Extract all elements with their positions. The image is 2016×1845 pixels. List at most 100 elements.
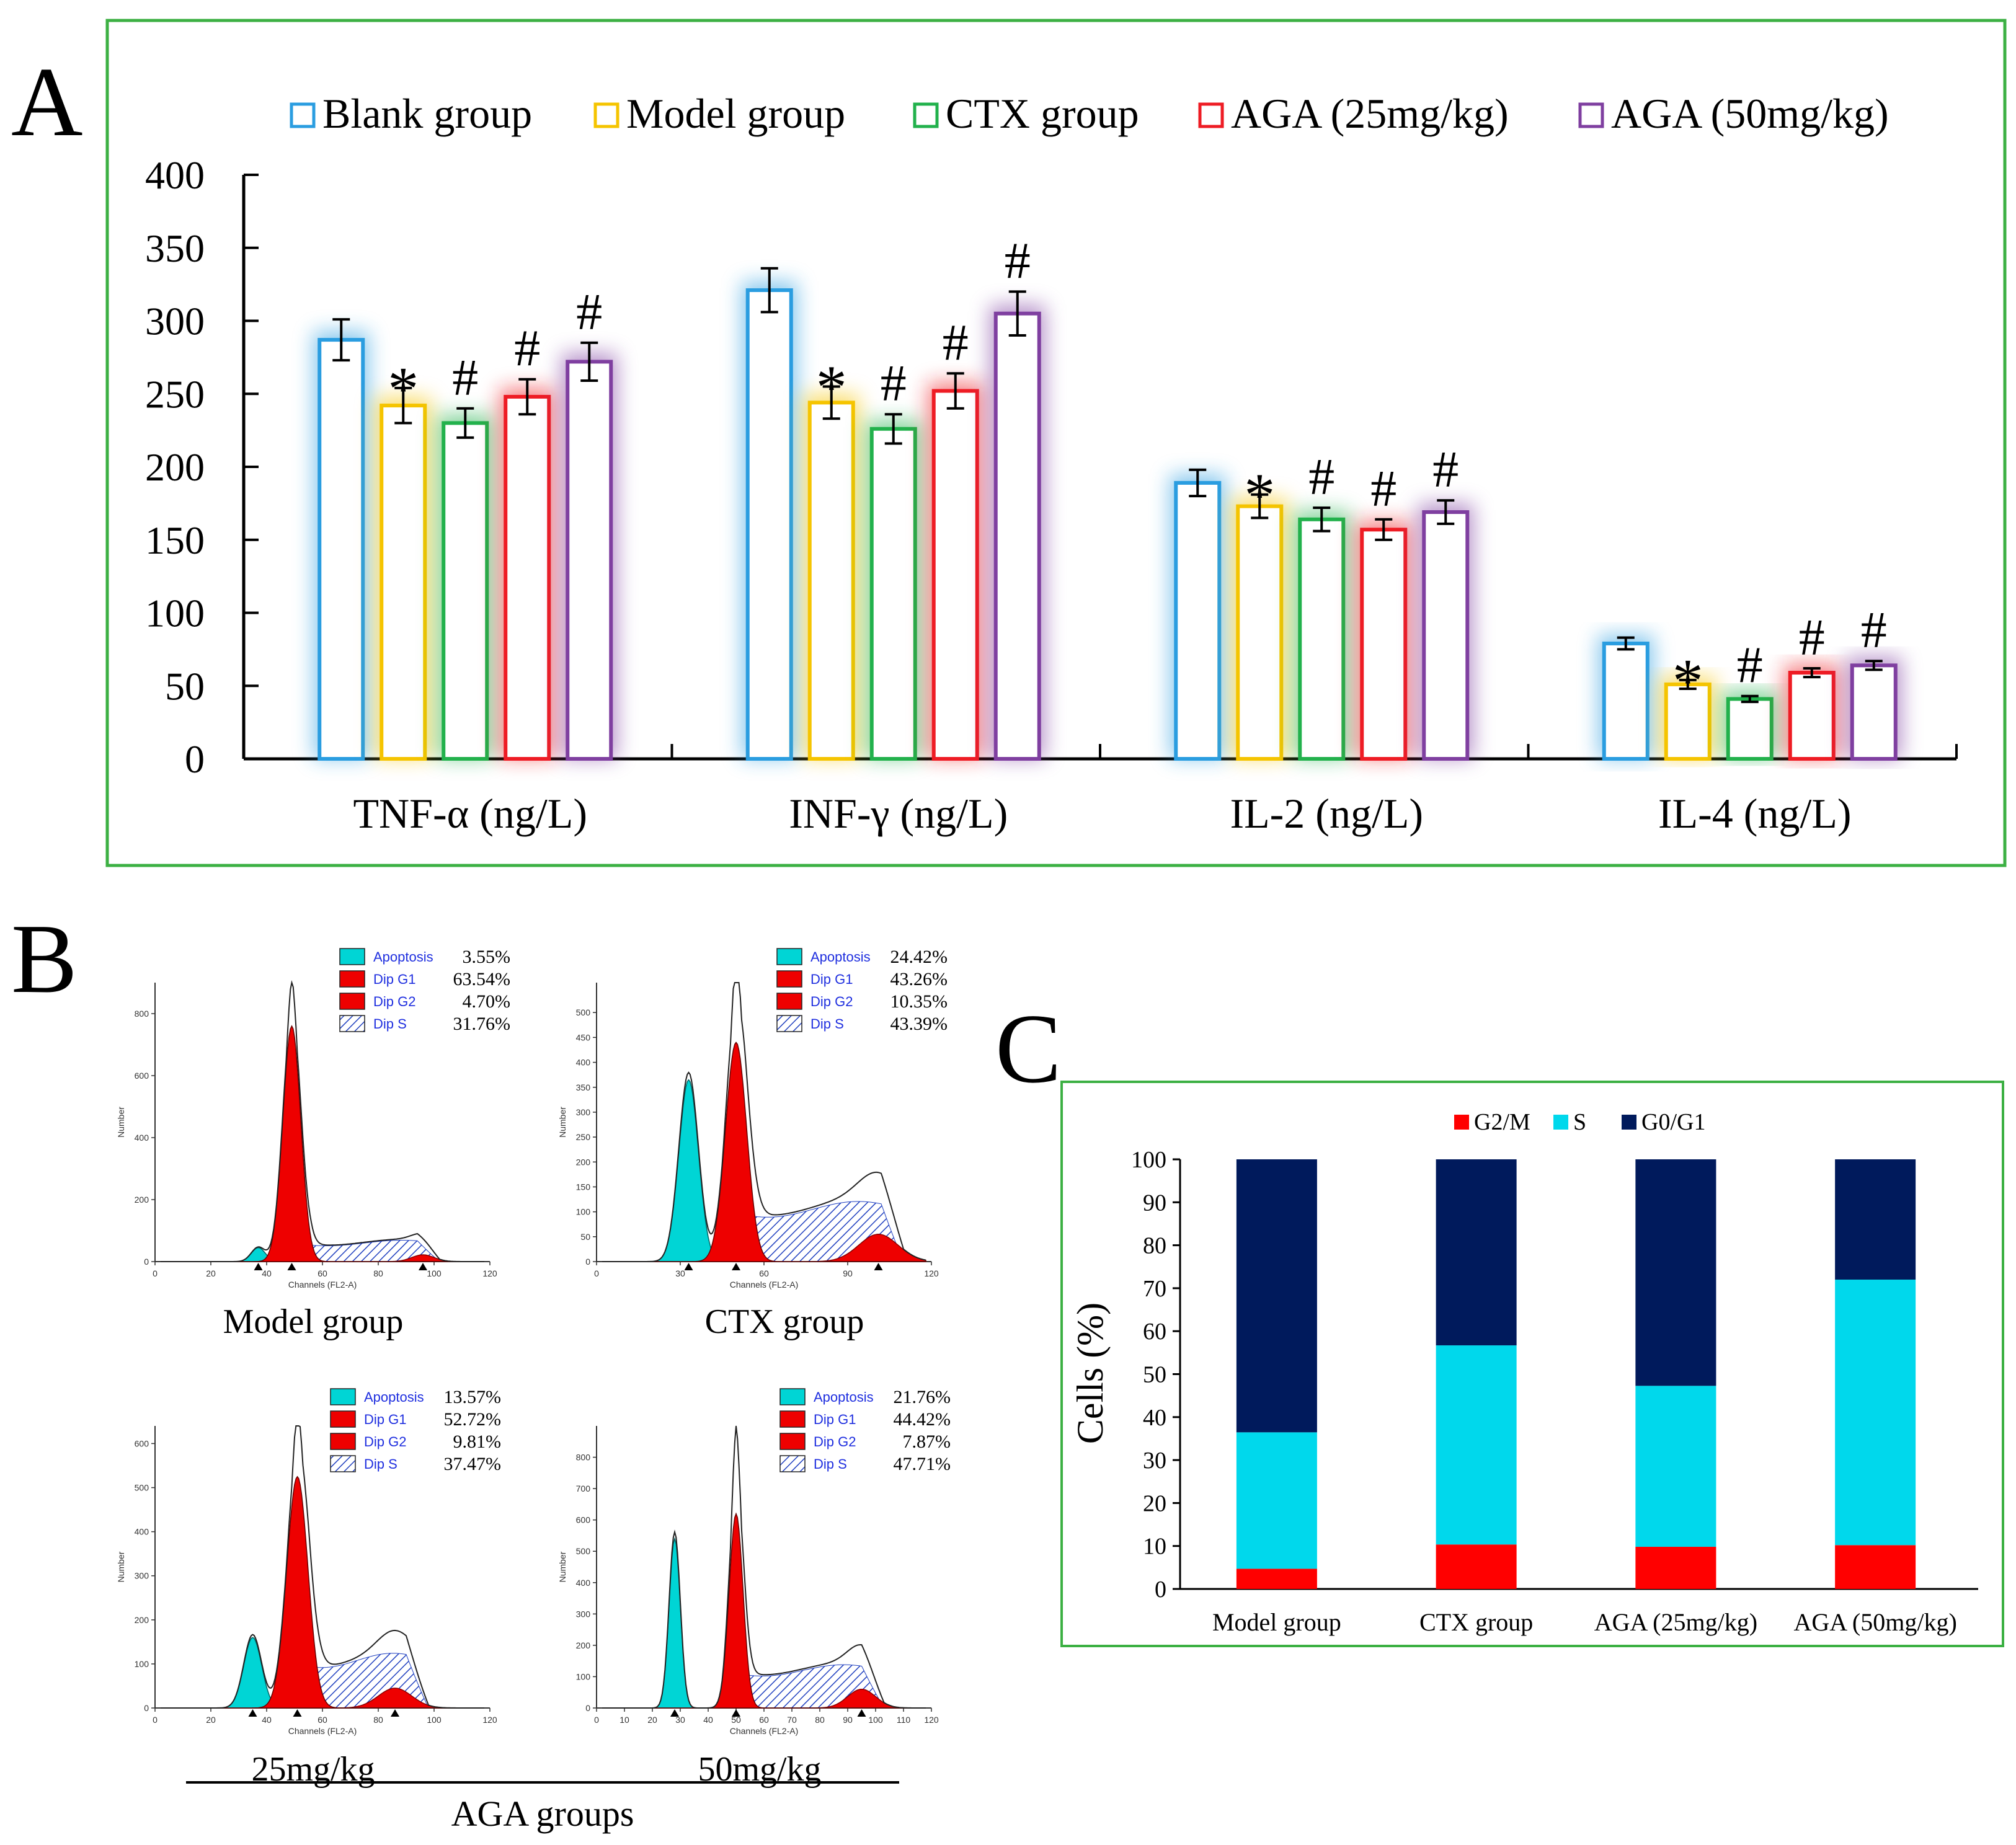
- peak-marker: [732, 1263, 740, 1270]
- hist-x-tick-label: 0: [153, 1715, 158, 1725]
- panel-a-frame: [105, 19, 2007, 867]
- panel-a: A Blank group Model group CTX group AGA (25…: [11, 19, 2007, 867]
- hist-legend-value: 44.42%: [894, 1409, 951, 1430]
- histogram-1: 0 50 100 150 200 250 300 350 400 450 500 0 30 60 90 120…: [557, 947, 948, 1341]
- legend-swatch-3: [1198, 102, 1224, 128]
- bar: [1422, 510, 1470, 761]
- hist-y-label: Number: [116, 1551, 126, 1582]
- fit-outline: [602, 982, 926, 1262]
- hist-y-tick-label: 200: [135, 1195, 149, 1205]
- hist-x-tick-label: 30: [675, 1268, 685, 1278]
- hist-legend-swatch: [330, 1455, 356, 1472]
- panel-a-bars: * # # # * # # # * # # # * # # #: [313, 232, 1902, 761]
- hist-y-tick-label: 600: [135, 1438, 149, 1448]
- hist-legend-swatch: [339, 1015, 365, 1032]
- hist-x-tick-label: 40: [703, 1715, 713, 1725]
- y-tick-label: 200: [145, 445, 205, 489]
- significance-hash: #: [943, 314, 969, 371]
- hist-legend-label: Dip G1: [810, 971, 853, 987]
- histogram-3: 0 100 200 300 400 500 600 700 800 0 10 20 30 40 50 60 70…: [557, 1387, 951, 1789]
- stack-segment: [1635, 1159, 1716, 1386]
- hist-x-tick-label: 120: [924, 1268, 939, 1278]
- hist-y-tick-label: 700: [576, 1484, 591, 1493]
- hist-x-label: Channels (FL2-A): [288, 1280, 357, 1290]
- stack-legend-label-1: S: [1573, 1109, 1586, 1135]
- y-tick-label: 150: [145, 518, 205, 562]
- stack-y-tick-label: 50: [1143, 1362, 1166, 1388]
- hist-legend-value: 10.35%: [890, 991, 948, 1012]
- stack-segment: [1236, 1159, 1317, 1433]
- hist-y-tick-label: 0: [585, 1257, 590, 1267]
- hist-legend-value: 31.76%: [453, 1014, 511, 1034]
- significance-star: *: [388, 354, 419, 423]
- hist-x-tick-label: 120: [482, 1715, 497, 1725]
- hist-x-tick-label: 0: [594, 1268, 599, 1278]
- panel-a-label: A: [11, 46, 83, 157]
- significance-hash: #: [1737, 637, 1763, 694]
- hist-legend-label: Dip G2: [364, 1434, 406, 1449]
- panel-c: C G2/M S G0/G1 0 10 20 30 40 50 60 70 80 90 100 Cells…: [995, 993, 2004, 1647]
- peak-marker: [874, 1263, 883, 1270]
- bar: [869, 427, 917, 761]
- peak-marker: [419, 1263, 427, 1270]
- legend-label-4: AGA (50mg/kg): [1611, 90, 1889, 137]
- hist-y-tick-label: 300: [135, 1571, 149, 1581]
- hist-x-tick-label: 120: [924, 1715, 939, 1725]
- hist-y-label: Number: [557, 1107, 567, 1138]
- hist-legend-value: 43.39%: [890, 1014, 948, 1034]
- hist-x-tick-label: 70: [787, 1715, 797, 1725]
- hist-y-tick-label: 400: [135, 1527, 149, 1537]
- peak-marker: [287, 1263, 296, 1270]
- hist-legend-swatch: [779, 1433, 806, 1450]
- legend-label-2: CTX group: [946, 90, 1139, 137]
- stack-segment: [1436, 1159, 1517, 1346]
- stack-legend-swatch-0: [1454, 1115, 1469, 1130]
- legend-swatch-0: [290, 102, 316, 128]
- hist-x-tick-label: 80: [373, 1268, 383, 1278]
- hist-x-tick-label: 60: [317, 1268, 327, 1278]
- stack-segment: [1236, 1568, 1317, 1589]
- stack-legend-label-0: G2/M: [1474, 1109, 1530, 1135]
- hist-x-tick-label: 100: [427, 1715, 442, 1725]
- panel-b-label: B: [11, 903, 78, 1014]
- significance-hash: #: [881, 355, 907, 412]
- hist-legend-swatch: [776, 1015, 802, 1032]
- y-tick-label: 100: [145, 591, 205, 635]
- hist-legend-swatch: [330, 1410, 356, 1428]
- stack-segment: [1236, 1432, 1317, 1569]
- hist-y-tick-label: 400: [576, 1058, 591, 1068]
- hist-legend-swatch: [776, 948, 802, 965]
- hist-legend-label: Apoptosis: [810, 949, 871, 965]
- hist-y-tick-label: 50: [580, 1232, 590, 1242]
- fit-outline: [161, 980, 484, 1262]
- panel-c-bars: Model group CTX group AGA (25mg/kg) AGA (50…: [1212, 1159, 1957, 1636]
- hist-legend-label: Dip G2: [810, 994, 853, 1009]
- hist-x-tick-label: 60: [759, 1268, 769, 1278]
- hist-y-tick-label: 500: [576, 1546, 591, 1556]
- fit-outline: [161, 1425, 484, 1709]
- hist-y-tick-label: 800: [135, 1009, 149, 1019]
- bar: [504, 394, 551, 761]
- hist-y-tick-label: 600: [135, 1071, 149, 1081]
- hist-y-tick-label: 200: [576, 1157, 591, 1167]
- significance-hash: #: [1799, 609, 1825, 666]
- x-category-label: TNF-α (ng/L): [353, 790, 587, 837]
- bar: [745, 288, 793, 761]
- significance-star: *: [1244, 461, 1275, 529]
- peak-marker: [857, 1709, 866, 1717]
- hist-x-tick-label: 80: [815, 1715, 825, 1725]
- hist-caption: CTX group: [705, 1303, 864, 1341]
- significance-hash: #: [1370, 460, 1397, 518]
- peak-marker: [293, 1709, 302, 1717]
- legend-swatch-4: [1578, 102, 1604, 128]
- hist-legend-swatch: [776, 970, 802, 988]
- significance-star: *: [1672, 646, 1703, 715]
- stack-segment: [1436, 1544, 1517, 1589]
- hist-x-tick-label: 100: [427, 1268, 442, 1278]
- hist-y-tick-label: 300: [576, 1609, 591, 1619]
- bar: [1174, 480, 1222, 761]
- hist-legend-label: Dip G2: [373, 994, 415, 1009]
- hist-legend-value: 47.71%: [894, 1454, 951, 1474]
- legend-swatch-1: [593, 102, 619, 128]
